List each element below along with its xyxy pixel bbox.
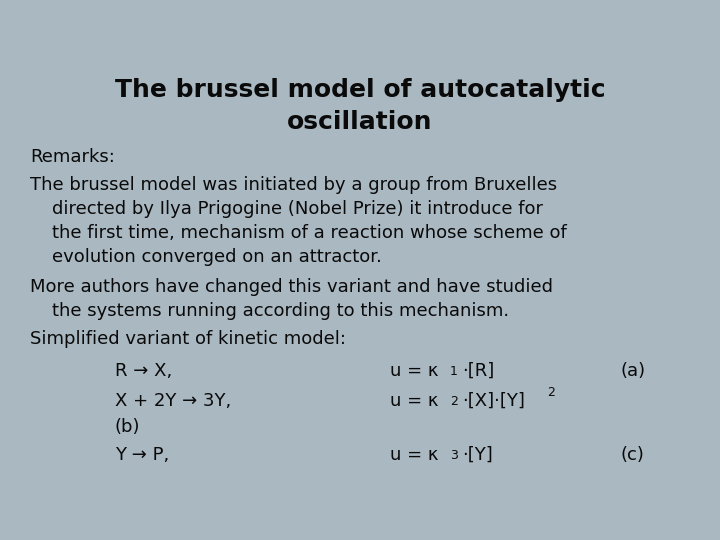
- Text: (c): (c): [620, 446, 644, 464]
- Text: u = κ: u = κ: [390, 392, 438, 410]
- Text: ·[X]·[Y]: ·[X]·[Y]: [462, 392, 525, 410]
- Text: the systems running according to this mechanism.: the systems running according to this me…: [52, 302, 509, 320]
- Text: directed by Ilya Prigogine (Nobel Prize) it introduce for: directed by Ilya Prigogine (Nobel Prize)…: [52, 200, 543, 218]
- Text: ·[R]: ·[R]: [462, 362, 494, 380]
- Text: Simplified variant of kinetic model:: Simplified variant of kinetic model:: [30, 330, 346, 348]
- Text: the first time, mechanism of a reaction whose scheme of: the first time, mechanism of a reaction …: [52, 224, 567, 242]
- Text: ·[Y]: ·[Y]: [462, 446, 492, 464]
- Text: (a): (a): [620, 362, 645, 380]
- Text: 2: 2: [450, 395, 458, 408]
- Text: More authors have changed this variant and have studied: More authors have changed this variant a…: [30, 278, 553, 296]
- Text: u = κ: u = κ: [390, 446, 438, 464]
- Text: 2: 2: [547, 386, 555, 399]
- Text: Remarks:: Remarks:: [30, 148, 115, 166]
- Text: The brussel model was initiated by a group from Bruxelles: The brussel model was initiated by a gro…: [30, 176, 557, 194]
- Text: 3: 3: [450, 449, 458, 462]
- Text: The brussel model of autocatalytic
oscillation: The brussel model of autocatalytic oscil…: [114, 78, 606, 134]
- Text: u = κ: u = κ: [390, 362, 438, 380]
- Text: evolution converged on an attractor.: evolution converged on an attractor.: [52, 248, 382, 266]
- Text: (b): (b): [115, 418, 140, 436]
- Text: R → X,: R → X,: [115, 362, 172, 380]
- Text: 1: 1: [450, 364, 458, 377]
- Text: X + 2Y → 3Y,: X + 2Y → 3Y,: [115, 392, 231, 410]
- Text: Y → P,: Y → P,: [115, 446, 169, 464]
